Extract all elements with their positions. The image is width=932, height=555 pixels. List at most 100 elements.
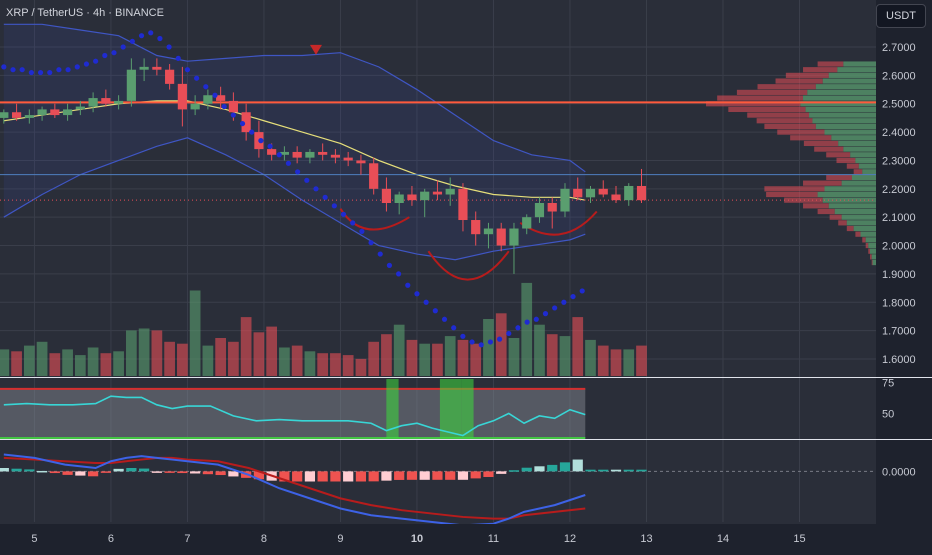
candle-body [177,83,187,110]
volume-profile-bear-bar [862,237,866,243]
bollinger-band-fill [3,24,586,260]
candle-body [279,151,289,155]
psar-dot [570,293,576,300]
volume-bar [559,336,571,376]
volume-profile-bear-bar [826,152,851,158]
psar-dot [395,271,402,277]
candle-body [75,106,85,110]
volume-bar [636,345,647,376]
volume-profile-bear-bar [846,163,859,169]
currency-button[interactable]: USDT [876,4,926,28]
macd-histogram-bar [151,471,162,473]
volume-bar [74,355,86,376]
psar-dot [340,211,347,217]
psar-dot [212,92,218,98]
psar-dot [102,52,108,59]
psar-dot [28,69,34,76]
macd-histogram-bar [100,471,111,473]
candle-body [420,191,430,201]
volume-profile-bear-bar [803,67,838,73]
volume-profile-bear-bar [869,254,872,260]
candle-body [11,112,22,118]
volume-profile-bull-bar [868,242,876,249]
macd-histogram-bar [87,471,99,477]
volume-profile-bull-bar [860,231,876,237]
price-tick-label: 2.4000 [882,127,916,139]
volume-profile-bear-bar [803,203,829,209]
macd-histogram-bar [215,471,226,476]
volume-profile-bull-bar [855,157,876,164]
macd-histogram-bar [126,468,137,472]
price-tick-label: 1.7000 [882,326,916,338]
psar-dot [47,69,53,76]
volume-bar [610,349,622,376]
candle-body [305,151,315,158]
psar-dot [285,160,292,166]
macd-histogram-bar [190,471,201,474]
macd-histogram-bar [394,471,405,480]
psar-dot [203,84,209,90]
psar-dot [10,67,16,73]
volume-bar [228,341,239,376]
macd-histogram-bar [11,468,22,472]
volume-bar [342,355,354,376]
psar-dot [542,311,549,317]
macd-histogram-bar [368,471,379,482]
time-tick-label: 8 [261,533,267,545]
volume-bar [406,339,418,376]
volume-bar [279,347,290,376]
time-tick-label: 7 [184,533,190,545]
macd-histogram-bar [445,471,456,480]
candle-body [152,66,162,70]
volume-profile-bull-bar [815,123,876,130]
volume-profile-bull-bar [871,254,876,260]
psar-dot [276,152,282,158]
macd-histogram-bar [202,471,213,475]
candle-body [522,217,532,229]
candle-body [394,194,404,203]
volume-profile-bear-bar [784,197,823,203]
psar-dot [1,64,7,70]
macd-histogram-bar [521,467,532,472]
psar-dot [313,186,319,192]
candle-body [37,109,47,116]
psar-dot [533,316,539,322]
price-tick-label: 2.5000 [882,99,916,111]
macd-histogram-bar [381,471,392,481]
price-axis-background [876,0,932,550]
price-tick-label: 2.1000 [882,212,916,224]
macd-histogram-bar [547,464,558,472]
candle-body [24,115,34,118]
time-tick-label: 15 [793,533,805,545]
volume-bar [444,336,456,376]
candle-body [458,188,468,221]
candle-body [165,69,175,84]
candle-body [445,188,455,195]
macd-histogram-bar [343,471,354,482]
macd-histogram-bar [559,462,571,472]
psar-dot [258,138,264,144]
volume-profile-bull-bar [822,78,876,84]
candle-body [624,185,634,201]
macd-histogram-bar [0,468,9,472]
time-tick-label: 9 [337,533,343,545]
volume-bar [266,326,278,376]
volume-bar [317,353,329,376]
volume-bar [432,343,443,376]
volume-profile-bear-bar [777,129,825,135]
psar-dot [138,33,145,39]
psar-dot [368,240,374,246]
volume-bar [393,324,405,376]
volume-bar [126,330,137,376]
macd-histogram-bar [292,471,303,482]
volume-bar [49,353,61,376]
volume-profile-bear-bar [868,248,870,254]
volume-profile-bull-bar [822,197,876,203]
volume-bar [23,345,35,376]
volume-bar [483,319,494,376]
macd-histogram-bar [623,469,634,472]
price-tick-label: 2.7000 [882,42,916,54]
macd-histogram-bar [432,471,443,480]
